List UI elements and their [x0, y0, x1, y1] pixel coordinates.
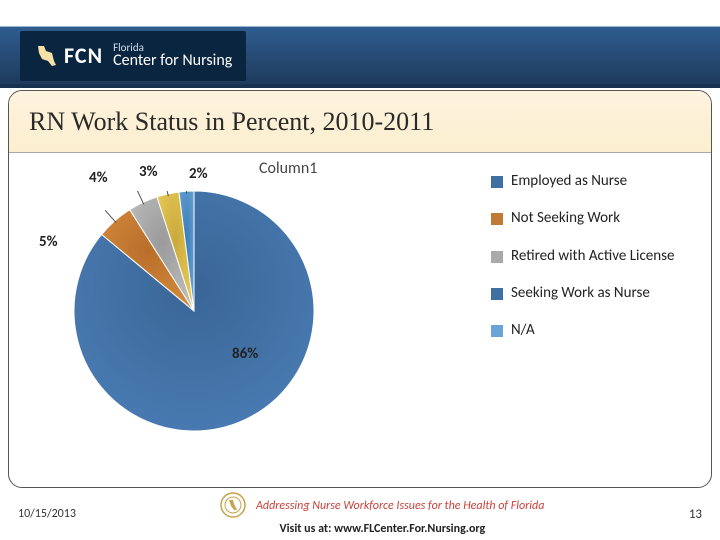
slice-label-4: 2% [189, 165, 208, 183]
header-bar: FCN Florida Center for Nursing [0, 26, 720, 88]
logo: FCN Florida Center for Nursing [20, 31, 246, 81]
logo-mark: FCN [34, 42, 103, 69]
legend-label: Seeking Work as Nurse [511, 285, 650, 302]
logo-fcn-text: FCN [64, 42, 103, 69]
swatch-icon [491, 288, 503, 300]
logo-subtitle: Florida Center for Nursing [113, 42, 232, 69]
legend-label: Employed as Nurse [511, 173, 627, 190]
top-band [0, 0, 720, 26]
swatch-icon [491, 251, 503, 263]
pie-chart [64, 191, 324, 451]
swatch-icon [491, 176, 503, 188]
slice-label-0: 86% [232, 345, 258, 363]
leader-line [105, 210, 116, 223]
footer-tagline: Addressing Nurse Workforce Issues for th… [256, 498, 544, 512]
slice-label-2: 4% [89, 169, 108, 187]
slice-label-1: 5% [39, 233, 58, 251]
legend-item-3: Seeking Work as Nurse [491, 285, 691, 302]
legend-item-1: Not Seeking Work [491, 210, 691, 227]
legend-item-2: Retired with Active License [491, 248, 691, 265]
seal-icon [220, 492, 246, 518]
chart-title: Column1 [259, 159, 317, 178]
chart-area: Column1 86% 5% 4% 3% 2% Employed as Nurs… [9, 153, 711, 487]
legend-item-0: Employed as Nurse [491, 173, 691, 190]
legend-label: Retired with Active License [511, 248, 674, 265]
legend-label: Not Seeking Work [511, 210, 620, 227]
footer-center: Addressing Nurse Workforce Issues for th… [76, 492, 689, 537]
footer-visit: Visit us at: www.FLCenter.For.Nursing.or… [280, 522, 486, 536]
legend-label: N/A [511, 322, 535, 339]
swatch-icon [491, 325, 503, 337]
legend: Employed as Nurse Not Seeking Work Retir… [491, 173, 691, 359]
footer: 10/15/2013 Addressing Nurse Workforce Is… [0, 488, 720, 540]
swatch-icon [491, 213, 503, 225]
slice-label-3: 3% [139, 163, 158, 181]
page-number: 13 [689, 507, 702, 522]
footer-date: 10/15/2013 [18, 507, 76, 521]
leader-line [137, 191, 144, 205]
legend-item-4: N/A [491, 322, 691, 339]
logo-center: Center for Nursing [113, 53, 232, 69]
card-title: RN Work Status in Percent, 2010-2011 [29, 107, 434, 137]
card-title-band: RN Work Status in Percent, 2010-2011 [9, 91, 711, 153]
florida-icon [34, 43, 60, 69]
content-card: RN Work Status in Percent, 2010-2011 Col… [8, 90, 712, 488]
